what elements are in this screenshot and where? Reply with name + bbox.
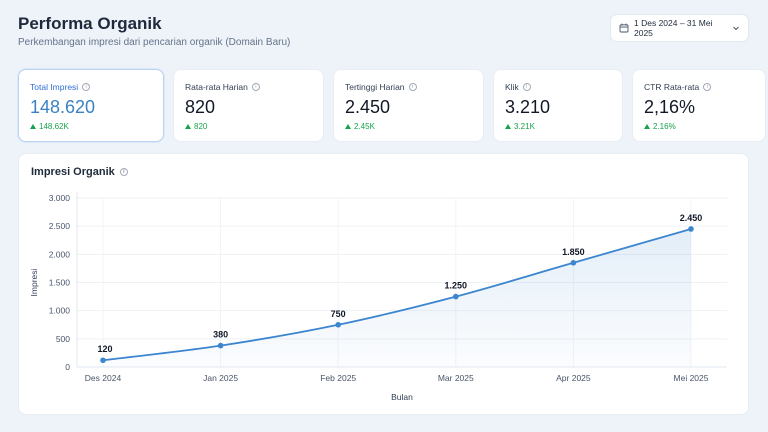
kpi-label: Total Impresi: [30, 82, 79, 92]
data-label: 750: [331, 309, 346, 319]
kpi-card-klik[interactable]: Klik i 3.210 3.21K: [493, 69, 623, 142]
series-line: [102, 228, 692, 362]
info-icon[interactable]: i: [119, 168, 128, 176]
kpi-card-tertinggi-harian[interactable]: Tertinggi Harian i 2.450 2.45K: [333, 69, 484, 142]
trend-up-icon: [185, 124, 191, 129]
y-axis-title: Impresi: [29, 268, 39, 296]
kpi-row: Total Impresi i 148.620 148.62K Rata-rata…: [18, 69, 766, 142]
data-point: [453, 293, 459, 300]
y-tick-label: 500: [56, 334, 70, 344]
kpi-card-total-impresi[interactable]: Total Impresi i 148.620 148.62K: [18, 69, 164, 142]
kpi-value: 2,16%: [644, 97, 696, 117]
trend-up-icon: [30, 124, 36, 129]
chart-card: Impresi Organik i 0 500 1.000 1.500 2.000 2.5…: [18, 153, 749, 415]
x-tick-label: Feb 2025: [320, 373, 356, 383]
data-point: [335, 321, 342, 328]
y-tick-label: 1.000: [49, 306, 71, 316]
y-tick-label: 2.500: [49, 221, 71, 231]
data-label: 120: [97, 344, 112, 354]
data-point: [688, 226, 694, 232]
page-title: Performa Organik: [18, 14, 162, 33]
date-range-picker[interactable]: 1 Des 2024 – 31 Mei 2025: [610, 14, 749, 42]
info-icon[interactable]: i: [408, 83, 417, 91]
line-chart: 0 500 1.000 1.500 2.000 2.500 3.000 120 Des 2024…: [29, 192, 727, 402]
data-point: [100, 357, 106, 364]
kpi-label: Rata-rata Harian: [185, 82, 248, 92]
kpi-delta: 3.21K: [514, 122, 535, 131]
kpi-value: 2.450: [345, 97, 391, 117]
x-tick-label: Mar 2025: [438, 373, 474, 383]
data-label: 1.850: [562, 247, 585, 257]
kpi-label: Tertinggi Harian: [345, 82, 405, 92]
data-label: 1.250: [445, 281, 468, 291]
info-icon[interactable]: i: [522, 83, 531, 91]
data-label: 2.450: [680, 213, 703, 223]
y-tick-label: 0: [65, 362, 70, 372]
kpi-value: 3.210: [505, 97, 551, 117]
info-icon[interactable]: i: [251, 83, 260, 91]
kpi-card-ctr-rata-rata[interactable]: CTR Rata-rata i 2,16% 2.16%: [632, 69, 766, 142]
kpi-delta: 820: [194, 122, 208, 131]
y-tick-label: 1.500: [49, 278, 71, 288]
x-axis-title: Bulan: [391, 392, 413, 402]
trend-up-icon: [345, 124, 351, 129]
y-tick-label: 3.000: [49, 193, 71, 203]
data-point: [217, 342, 224, 349]
x-tick-label: Apr 2025: [556, 373, 591, 383]
data-point: [570, 259, 577, 266]
data-label: 380: [213, 330, 228, 340]
kpi-delta: 2.45K: [354, 122, 375, 131]
line-area-fill: [103, 228, 691, 367]
x-tick-label: Jan 2025: [203, 373, 238, 383]
date-range-label: 1 Des 2024 – 31 Mei 2025: [634, 18, 713, 38]
chart-title: Impresi Organik: [31, 166, 115, 178]
kpi-value: 820: [185, 97, 216, 117]
x-tick-label: Mei 2025: [674, 373, 709, 383]
kpi-label: CTR Rata-rata: [644, 82, 700, 92]
kpi-label: Klik: [505, 82, 519, 92]
info-icon[interactable]: i: [82, 83, 91, 91]
calendar-icon: [619, 23, 629, 33]
trend-up-icon: [644, 124, 650, 129]
kpi-delta: 2.16%: [653, 122, 676, 131]
info-icon[interactable]: i: [703, 83, 712, 91]
chevron-down-icon: [733, 26, 739, 31]
trend-up-icon: [505, 124, 511, 129]
kpi-value: 148.620: [30, 97, 96, 117]
x-tick-label: Des 2024: [85, 373, 122, 383]
kpi-card-rata-rata-harian[interactable]: Rata-rata Harian i 820 820: [173, 69, 324, 142]
kpi-delta: 148.62K: [39, 122, 69, 131]
y-tick-label: 2.000: [49, 249, 71, 259]
page-subtitle: Perkembangan impresi dari pencarian orga…: [18, 37, 291, 48]
